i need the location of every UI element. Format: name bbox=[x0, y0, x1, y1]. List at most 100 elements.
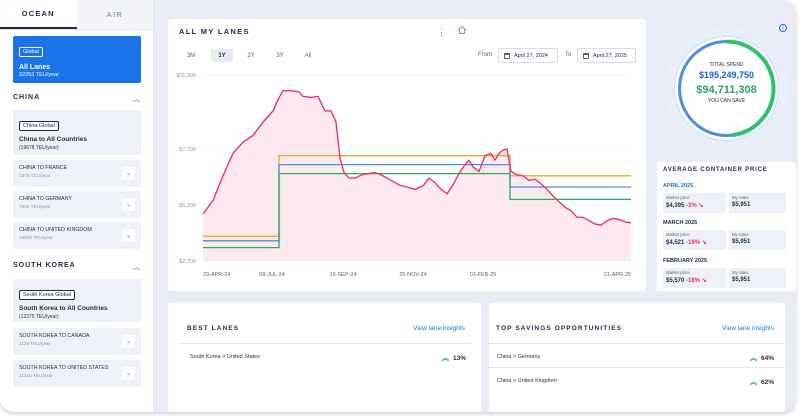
from-date-value: April 27, 2024 bbox=[514, 52, 548, 59]
home-icon[interactable] bbox=[457, 25, 467, 35]
price-change: -18% bbox=[686, 278, 701, 284]
market-price-box: Market price $4,395 -3% ↘ bbox=[663, 193, 726, 213]
top-savings-card bbox=[489, 303, 785, 412]
global-teu: 32253 TEU/year bbox=[19, 72, 59, 78]
savings-lane-pct: ︽ 64% bbox=[750, 353, 774, 363]
from-date-picker[interactable]: April 27, 2024 bbox=[498, 48, 558, 63]
avg-price-title: AVERAGE CONTAINER PRICE bbox=[663, 167, 768, 173]
market-price-value: $5,570 -18% ↘ bbox=[666, 277, 723, 284]
gauge-outer-ring bbox=[674, 36, 779, 141]
market-price-area bbox=[203, 90, 631, 261]
my-rates-label: My rates bbox=[732, 195, 749, 200]
lane-name: CHINA TO FRANCE bbox=[19, 165, 68, 171]
tab-ocean[interactable]: OCEAN bbox=[0, 0, 77, 29]
chevron-double-up-icon: ︽ bbox=[750, 379, 757, 386]
lane-teu: 1876 TEU/year bbox=[19, 173, 51, 178]
info-icon[interactable]: i bbox=[779, 24, 787, 32]
chevron-double-down-icon[interactable]: ⌄ bbox=[122, 335, 135, 348]
pct-value: 13% bbox=[453, 354, 467, 362]
savings-value: $94,711,308 bbox=[696, 84, 757, 96]
price-change: -19% bbox=[686, 240, 701, 246]
savings-lane-name[interactable]: China > Germany bbox=[497, 354, 541, 360]
more-options-icon[interactable]: ⋮ bbox=[437, 27, 446, 37]
section-header-china[interactable]: CHINA ︿ bbox=[13, 94, 141, 104]
x-tick-label: 21-APR-25 bbox=[604, 272, 631, 278]
y-tick-label: $2,700 bbox=[179, 259, 196, 265]
lane-price-chart: $11,000 $7,700 $5,200 $2,700 29-APR-24 08-JUL… bbox=[177, 73, 632, 278]
total-spend-label: TOTAL SPEND bbox=[709, 62, 744, 68]
lane-teu: 1125 TEU/year bbox=[19, 341, 51, 346]
price-change: -3% bbox=[686, 203, 697, 209]
market-price-amount: $5,570 bbox=[666, 278, 685, 284]
calendar-icon bbox=[504, 52, 510, 59]
chevron-up-icon[interactable]: ︿ bbox=[133, 264, 141, 271]
region-teu: (19678 TEU/year) bbox=[19, 145, 59, 151]
market-price-box: Market price $4,521 -19% ↘ bbox=[663, 230, 726, 250]
market-price-box: Market price $5,570 -18% ↘ bbox=[663, 268, 726, 288]
range-2y-button[interactable]: 2Y bbox=[247, 52, 255, 59]
spend-gauge bbox=[664, 26, 789, 151]
lane-teu: 11250 TEU/year bbox=[19, 373, 53, 378]
chevron-up-icon[interactable]: ︿ bbox=[133, 96, 141, 103]
range-all-button[interactable]: All bbox=[304, 52, 312, 59]
x-tick-label: 29-APR-24 bbox=[203, 272, 230, 278]
chevron-double-down-icon[interactable]: ⌄ bbox=[122, 167, 135, 180]
market-price-label: Market price bbox=[666, 232, 690, 237]
my-rates-label: My rates bbox=[732, 270, 749, 275]
savings-lane-name[interactable]: China > United Kingdom bbox=[497, 378, 557, 384]
region-title: South Korea to All Countries bbox=[19, 305, 108, 312]
lane-item[interactable]: CHINA TO FRANCE 1876 TEU/year ⌄ bbox=[13, 160, 141, 187]
region-title: China to All Countries bbox=[19, 136, 88, 143]
best-lane-name[interactable]: South Korea > United States bbox=[190, 354, 260, 360]
from-label: From bbox=[478, 52, 492, 58]
lane-item[interactable]: CHINA TO GERMANY 7500 TEU/year ⌄ bbox=[13, 191, 141, 218]
trend-down-icon: ↘ bbox=[696, 203, 704, 209]
rate-series-line bbox=[203, 172, 631, 249]
to-date-picker[interactable]: April 27, 2025 bbox=[577, 48, 636, 63]
my-rates-value: $5,951 bbox=[732, 239, 751, 245]
my-rates-label: My rates bbox=[732, 232, 749, 237]
savings-label: YOU CAN SAVE bbox=[707, 98, 746, 104]
market-price-value: $4,395 -3% ↘ bbox=[666, 202, 723, 209]
lane-item[interactable]: CHINA TO UNITED KINGDOM 10500 TEU/year ⌄ bbox=[13, 222, 141, 249]
range-3y-button[interactable]: 3Y bbox=[276, 52, 284, 59]
y-tick-label: $11,000 bbox=[177, 73, 196, 79]
section-header-south-korea[interactable]: SOUTH KOREA ︿ bbox=[13, 262, 141, 272]
range-1y-button[interactable]: 1Y bbox=[211, 49, 233, 62]
x-tick-label: 16-SEP-24 bbox=[330, 272, 357, 278]
market-price-label: Market price bbox=[666, 195, 690, 200]
range-3m-button[interactable]: 3M bbox=[186, 52, 196, 59]
region-card-south-korea[interactable]: South Korea Global South Korea to All Co… bbox=[13, 279, 141, 322]
chevron-double-down-icon[interactable]: ⌄ bbox=[122, 198, 135, 211]
lane-name: CHINA TO UNITED KINGDOM bbox=[19, 227, 92, 233]
x-tick-label: 08-JUL-24 bbox=[259, 272, 285, 278]
divider bbox=[489, 343, 785, 344]
lane-teu: 10500 TEU/year bbox=[19, 235, 54, 240]
divider bbox=[180, 343, 470, 344]
chevron-double-down-icon[interactable]: ⌄ bbox=[122, 367, 135, 380]
view-lane-insights-link[interactable]: View lane insights bbox=[722, 325, 774, 332]
rate-series-line bbox=[203, 155, 631, 237]
region-card-china[interactable]: China Global China to All Countries (196… bbox=[13, 110, 141, 155]
tab-air[interactable]: AIR bbox=[76, 0, 153, 29]
y-tick-label: $5,200 bbox=[179, 203, 196, 209]
global-title: All Lanes bbox=[19, 64, 51, 71]
lane-name: CHINA TO GERMANY bbox=[19, 196, 73, 202]
total-spend-value: $195,249,750 bbox=[698, 70, 755, 80]
chevron-double-down-icon[interactable]: ⌄ bbox=[122, 229, 135, 242]
month-label: APRIL 2025 bbox=[663, 183, 694, 189]
lane-item[interactable]: SOUTH KOREA TO CANADA 1125 TEU/year ⌄ bbox=[13, 328, 141, 355]
mode-tabs: OCEAN AIR bbox=[0, 0, 153, 30]
global-lanes-card[interactable]: Global All Lanes 32253 TEU/year bbox=[13, 36, 141, 83]
my-rates-value: $5,951 bbox=[732, 202, 751, 208]
view-lane-insights-link[interactable]: View lane insights bbox=[413, 325, 465, 332]
calendar-icon bbox=[583, 52, 589, 59]
section-title: CHINA bbox=[13, 94, 41, 101]
top-savings-title: TOP SAVINGS OPPORTUNITIES bbox=[496, 325, 623, 332]
market-price-amount: $4,521 bbox=[666, 240, 685, 246]
market-price-amount: $4,395 bbox=[666, 203, 685, 209]
savings-lane-pct: ︽ 62% bbox=[750, 377, 774, 387]
lane-item[interactable]: SOUTH KOREA TO UNITED STATES 11250 TEU/y… bbox=[13, 360, 141, 387]
my-rates-box: My rates $5,951 bbox=[729, 230, 786, 250]
month-label: FEBRUARY 2025 bbox=[663, 258, 708, 264]
